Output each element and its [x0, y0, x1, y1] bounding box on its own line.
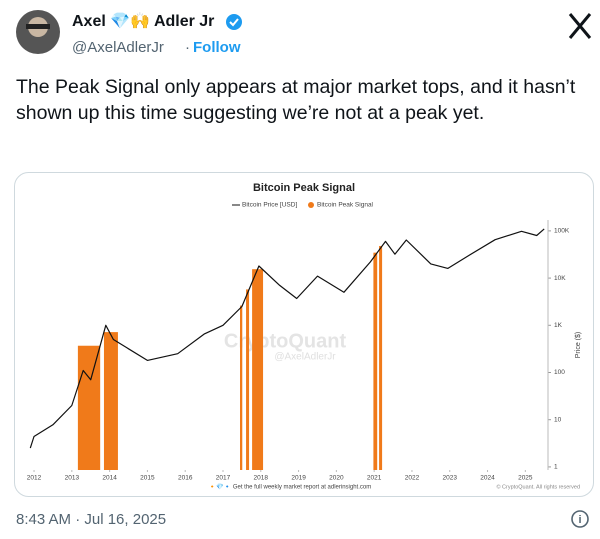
watermark-handle: @AxelAdlerJr [274, 352, 336, 363]
x-tick-label: 2023 [443, 475, 458, 482]
x-tick-label: 2014 [102, 475, 117, 482]
x-tick-label: 2020 [329, 475, 344, 482]
x-tick-label: 2024 [480, 475, 495, 482]
x-tick-label: 2013 [65, 475, 80, 482]
verified-check [229, 18, 239, 27]
x-tick-label: 2021 [367, 475, 382, 482]
signal-band [246, 289, 250, 470]
signal-band [103, 332, 118, 470]
tweet-text: The Peak Signal only appears at major ma… [16, 76, 576, 124]
signal-band [379, 245, 383, 470]
watermark: CryptoQuant [224, 330, 347, 352]
y-tick-label: 100 [554, 369, 565, 376]
separator: · [185, 39, 190, 56]
info-icon-i: i [578, 514, 581, 526]
y-tick-label: 10 [554, 416, 562, 423]
x-tick-label: 2022 [405, 475, 420, 482]
y-tick-label: 1 [554, 464, 558, 471]
chart-title: Bitcoin Peak Signal [253, 182, 355, 194]
signal-band [77, 345, 101, 470]
x-logo[interactable] [568, 13, 592, 39]
y-axis-label: Price ($) [575, 332, 582, 358]
x-tick-label: 2018 [254, 475, 269, 482]
x-tick-label: 2012 [27, 475, 42, 482]
signal-band [373, 252, 378, 470]
timestamp[interactable]: 8:43 AM · Jul 16, 2025 [16, 511, 166, 528]
info-icon[interactable] [571, 510, 589, 528]
x-tick-label: 2016 [178, 475, 193, 482]
chart-footer: 🔸💎🔹 Get the full weekly market report at… [209, 483, 371, 491]
y-tick-label: 100K [554, 228, 570, 235]
x-tick-label: 2017 [216, 475, 231, 482]
y-tick-label: 10K [554, 275, 566, 282]
chart-frame[interactable] [14, 172, 594, 497]
x-tick-label: 2025 [518, 475, 533, 482]
legend-label: Bitcoin Peak Signal [317, 202, 374, 209]
x-tick-label: 2019 [291, 475, 306, 482]
y-tick-label: 1K [554, 322, 563, 329]
author-handle[interactable]: @AxelAdlerJr [72, 39, 164, 56]
signal-band [240, 305, 243, 470]
follow-button[interactable]: Follow [193, 39, 241, 56]
legend-label: Bitcoin Price [USD] [242, 202, 297, 209]
signal-band [252, 269, 264, 470]
author-name[interactable]: Axel 💎🙌 Adler Jr [72, 12, 214, 30]
x-tick-label: 2015 [140, 475, 155, 482]
verified-badge [226, 14, 242, 30]
legend-signal-swatch [308, 202, 314, 208]
chart-copyright: © CryptoQuant. All rights reserved [496, 483, 580, 490]
avatar-glasses [26, 24, 50, 29]
price-line [29, 228, 545, 449]
